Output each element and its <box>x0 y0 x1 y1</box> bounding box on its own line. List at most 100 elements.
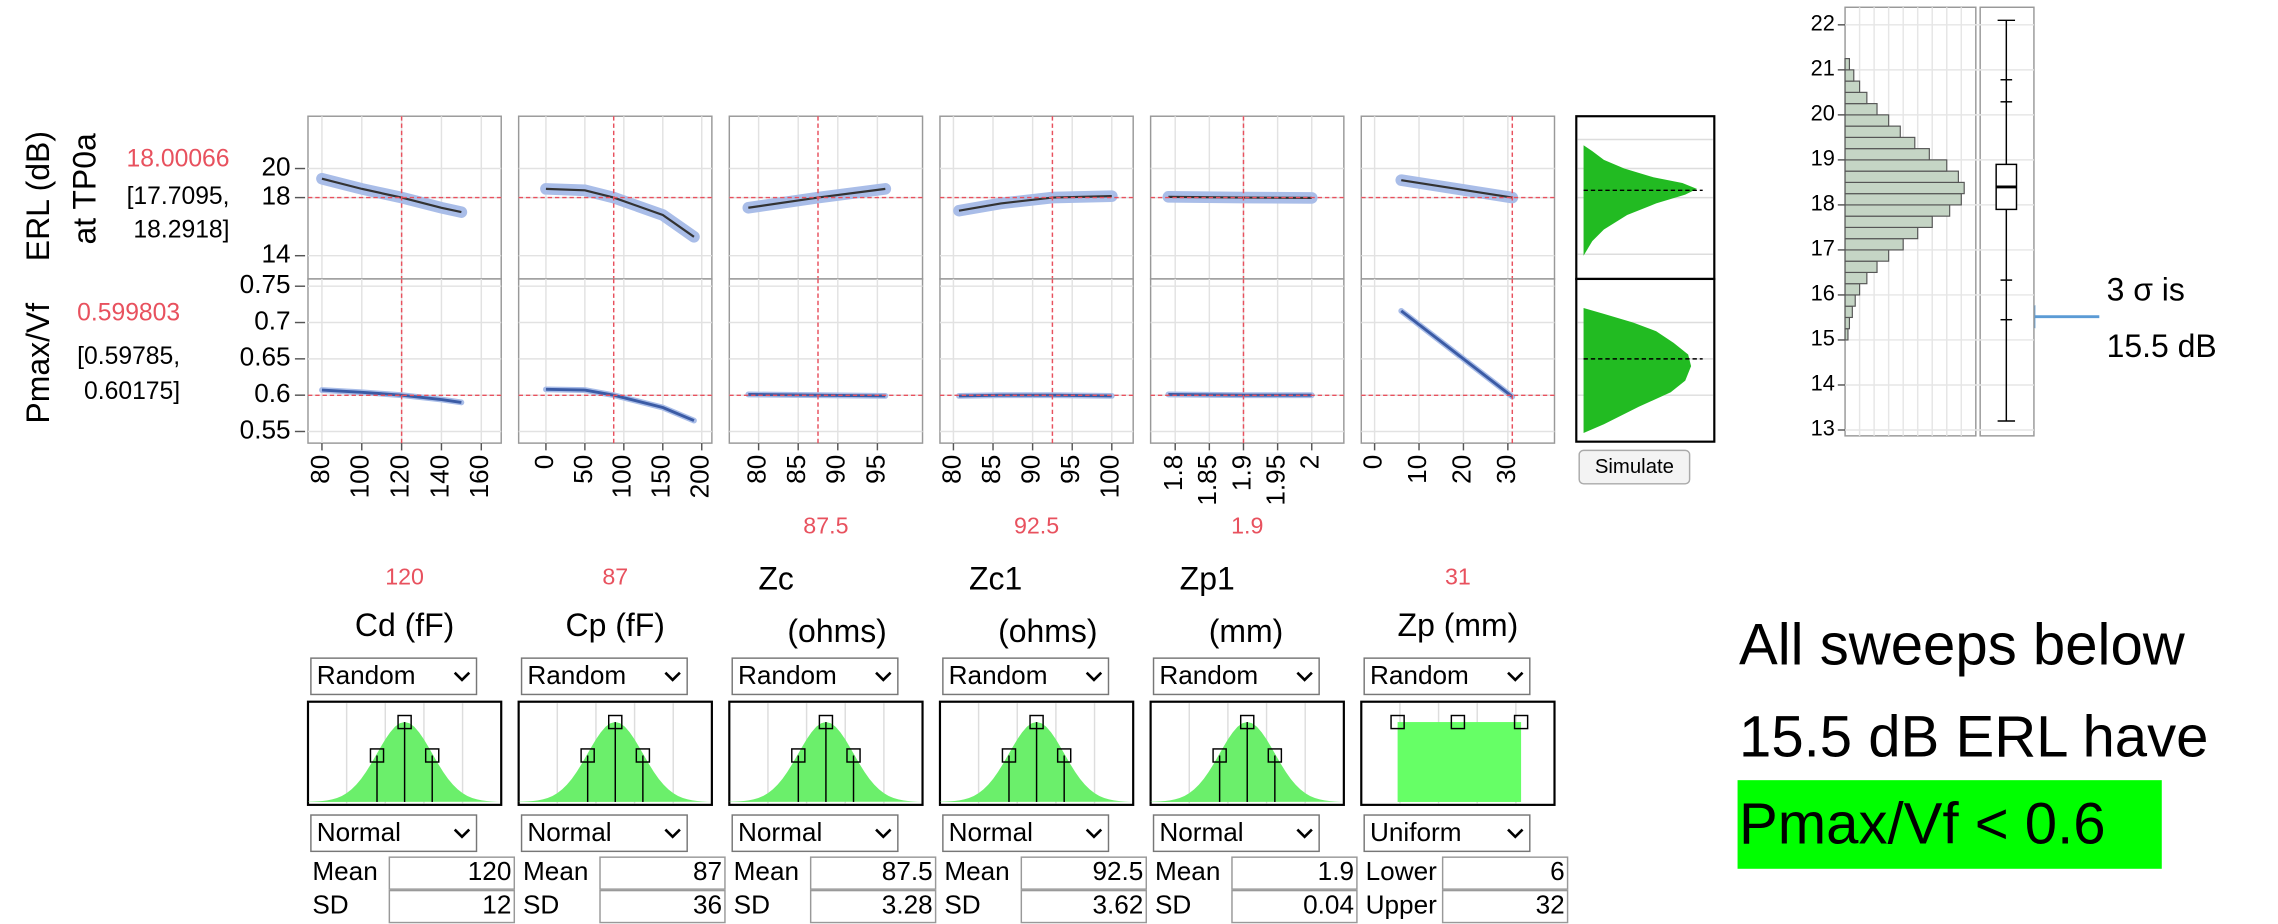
param-label: Mean <box>312 856 377 886</box>
param-box[interactable] <box>1020 856 1147 890</box>
distribution-handle[interactable] <box>1029 714 1044 730</box>
dropdown-value[interactable]: Normal <box>317 817 401 847</box>
param-label: Mean <box>1155 856 1220 886</box>
dropdown[interactable] <box>942 814 1110 853</box>
dropdown-value[interactable]: Random <box>317 660 416 690</box>
dropdown-value[interactable]: Normal <box>527 817 611 847</box>
simulate-label[interactable]: Simulate <box>1595 456 1674 478</box>
simulation-panels: Simulate <box>1575 115 1716 485</box>
boxplot-panel <box>1979 6 2035 437</box>
distribution-handle[interactable] <box>1056 748 1072 763</box>
param-box[interactable] <box>388 856 516 890</box>
y-tick-label: 13 <box>1811 416 1835 441</box>
dropdown-arrow[interactable] <box>875 828 892 839</box>
dropdown[interactable] <box>731 814 899 853</box>
dropdown[interactable] <box>731 657 899 696</box>
dropdown-arrow[interactable] <box>1296 671 1313 682</box>
dropdown[interactable] <box>942 657 1110 696</box>
dropdown-arrow[interactable] <box>1085 671 1103 682</box>
param-box[interactable] <box>1231 856 1358 890</box>
param-value[interactable]: 87.5 <box>882 856 933 886</box>
dropdown-value[interactable]: Random <box>527 660 626 690</box>
distribution-handle[interactable] <box>1450 714 1466 730</box>
y-tick-label: 0.6 <box>254 378 290 408</box>
param-value[interactable]: 6 <box>1550 856 1565 886</box>
param-value[interactable]: 32 <box>1536 889 1565 919</box>
param-box[interactable] <box>599 889 726 924</box>
param-value[interactable]: 12 <box>482 889 511 919</box>
distribution-handle[interactable] <box>1001 748 1017 763</box>
dropdown-arrow[interactable] <box>1085 828 1103 839</box>
dropdown[interactable] <box>1152 657 1320 696</box>
x-tick-label: 1.85 <box>1192 455 1222 506</box>
dropdown-arrow[interactable] <box>664 828 681 839</box>
param-box[interactable] <box>388 889 516 924</box>
dropdown-value[interactable]: Normal <box>949 817 1033 847</box>
param-value[interactable]: 3.28 <box>882 889 933 919</box>
distribution-handle[interactable] <box>397 714 412 730</box>
x-tick-label: 200 <box>685 455 715 499</box>
param-box[interactable] <box>1231 889 1358 924</box>
histogram-bar <box>1844 114 1890 127</box>
sim-histogram <box>1583 308 1692 433</box>
param-value[interactable]: 87 <box>693 856 722 886</box>
dropdown-value[interactable]: Random <box>738 660 837 690</box>
dropdown-value[interactable]: Random <box>949 660 1048 690</box>
param-value[interactable]: 92.5 <box>1092 856 1143 886</box>
distribution-handle[interactable] <box>818 714 834 730</box>
distribution-handle[interactable] <box>1390 714 1405 730</box>
x-tick-label: 100 <box>1095 455 1125 499</box>
param-box[interactable] <box>1441 856 1569 890</box>
dropdown[interactable] <box>520 814 688 853</box>
param-box[interactable] <box>809 856 937 890</box>
distribution-handle[interactable] <box>846 748 861 763</box>
distribution-handle[interactable] <box>1267 748 1283 763</box>
x-tick-label: 80 <box>742 455 772 484</box>
histogram-bar <box>1844 159 1948 172</box>
dropdown[interactable] <box>1363 814 1531 853</box>
param-value[interactable]: 120 <box>468 856 512 886</box>
dropdown[interactable] <box>310 814 478 853</box>
distribution-handle[interactable] <box>635 748 651 763</box>
dropdown[interactable] <box>310 657 478 696</box>
dropdown[interactable] <box>1363 657 1531 696</box>
distribution-handle[interactable] <box>424 748 440 763</box>
x-tick-label: 90 <box>1016 455 1046 484</box>
dropdown-value[interactable]: Random <box>1159 660 1258 690</box>
dropdown-value[interactable]: Uniform <box>1370 817 1462 847</box>
dropdown-arrow[interactable] <box>453 828 471 839</box>
distribution-handle[interactable] <box>1239 714 1255 730</box>
param-value[interactable]: 1.9 <box>1318 856 1354 886</box>
dropdown-value[interactable]: Random <box>1370 660 1469 690</box>
dropdown-value[interactable]: Normal <box>738 817 822 847</box>
y-tick-label: 16 <box>1811 281 1835 306</box>
param-box[interactable] <box>599 856 726 890</box>
distribution-handle[interactable] <box>1212 748 1227 763</box>
param-box[interactable] <box>1020 889 1147 924</box>
distribution-handle[interactable] <box>369 748 385 763</box>
dropdown[interactable] <box>1152 814 1320 853</box>
x-tick-label: 85 <box>976 455 1006 484</box>
distribution-handle[interactable] <box>607 714 623 730</box>
dropdown-arrow[interactable] <box>875 671 892 682</box>
x-tick-label: 1.8 <box>1158 455 1188 491</box>
distribution-handle[interactable] <box>1513 714 1529 730</box>
dropdown-arrow[interactable] <box>664 671 681 682</box>
response-value: 0.599803 <box>77 299 180 326</box>
param-box[interactable] <box>809 889 937 924</box>
dropdown-arrow[interactable] <box>1507 671 1524 682</box>
param-value[interactable]: 3.62 <box>1092 889 1143 919</box>
dropdown-value[interactable]: Normal <box>1159 817 1243 847</box>
param-value[interactable]: 0.04 <box>1303 889 1354 919</box>
param-box[interactable] <box>1441 889 1569 924</box>
dropdown-arrow[interactable] <box>453 671 471 682</box>
param-value[interactable]: 36 <box>693 889 722 919</box>
x-tick-label: 1.95 <box>1261 455 1291 506</box>
dropdown[interactable] <box>520 657 688 696</box>
histogram-bar <box>1844 91 1868 105</box>
dropdown-arrow[interactable] <box>1507 828 1524 839</box>
simulate-button[interactable] <box>1578 449 1691 485</box>
distribution-handle[interactable] <box>580 748 595 763</box>
distribution-handle[interactable] <box>791 748 806 763</box>
dropdown-arrow[interactable] <box>1296 828 1313 839</box>
